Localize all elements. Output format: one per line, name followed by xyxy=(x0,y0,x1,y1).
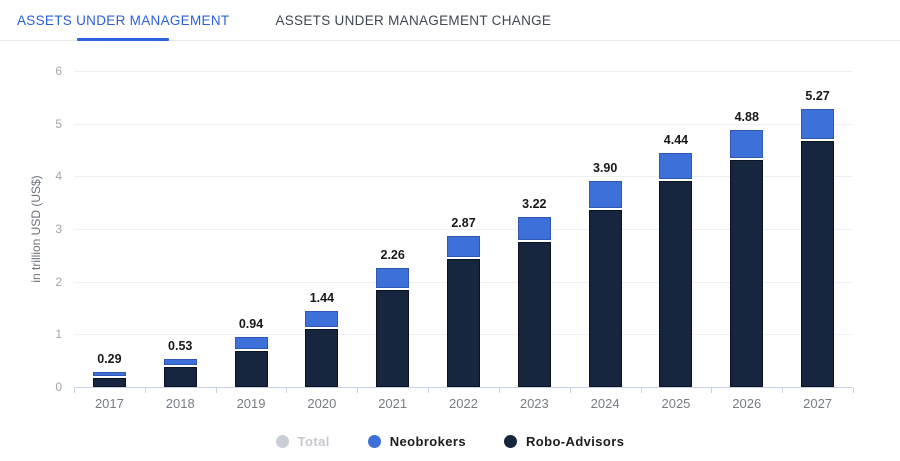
bar-segment-neobrokers-2027[interactable] xyxy=(801,109,835,140)
x-axis-tick xyxy=(640,388,642,393)
x-axis-tick xyxy=(428,388,430,393)
y-tick-label-0: 0 xyxy=(55,380,62,394)
bar-segment-robo-advisors-2027[interactable] xyxy=(801,141,835,387)
y-tick-label-3: 3 xyxy=(55,221,62,236)
y-tick-label-5: 5 xyxy=(55,116,62,131)
gridline-y4 xyxy=(74,176,853,178)
y-tick-label-2: 2 xyxy=(55,274,62,289)
x-axis-tick xyxy=(853,388,854,393)
active-tab-underline xyxy=(77,38,170,41)
x-axis-tick xyxy=(357,388,359,393)
bar-segment-robo-advisors-2023[interactable] xyxy=(517,241,551,387)
x-axis-tick xyxy=(498,388,500,393)
tab-assets-under-management-change[interactable]: ASSETS UNDER MANAGEMENT CHANGE xyxy=(275,0,551,40)
bar-segment-neobrokers-2017[interactable] xyxy=(92,371,126,376)
legend-label: Total xyxy=(297,434,330,449)
total-value-label-2018: 0.53 xyxy=(168,339,193,354)
bar-2026[interactable] xyxy=(730,129,764,387)
gridline-y3 xyxy=(74,228,853,230)
x-tick-label-2019: 2019 xyxy=(236,396,266,411)
total-value-label-2020: 1.44 xyxy=(309,291,335,306)
total-value-label-2025: 4.44 xyxy=(663,133,689,147)
legend-item-total[interactable]: Total xyxy=(275,434,330,449)
x-axis-tick xyxy=(215,388,217,393)
x-axis-tick xyxy=(569,388,571,393)
legend-item-robo-advisors[interactable]: Robo-Advisors xyxy=(503,434,625,449)
x-axis-line xyxy=(74,387,853,388)
gridline-y6 xyxy=(74,70,853,72)
tab-assets-under-management[interactable]: ASSETS UNDER MANAGEMENT xyxy=(15,0,231,41)
y-tick-label-1: 1 xyxy=(55,327,62,342)
legend-label: Robo-Advisors xyxy=(525,434,625,449)
total-value-label-2021: 2.26 xyxy=(380,247,405,262)
x-axis-tick xyxy=(286,388,288,393)
x-tick-label-2017: 2017 xyxy=(94,396,124,411)
bar-segment-robo-advisors-2026[interactable] xyxy=(730,160,764,387)
bar-segment-robo-advisors-2024[interactable] xyxy=(588,209,622,387)
bar-segment-robo-advisors-2019[interactable] xyxy=(234,351,268,387)
bar-segment-neobrokers-2024[interactable] xyxy=(588,181,622,208)
bar-2024[interactable] xyxy=(588,181,622,387)
legend-dot-robo-advisors xyxy=(503,435,517,448)
bar-2018[interactable] xyxy=(163,359,197,387)
bar-segment-neobrokers-2021[interactable] xyxy=(376,267,410,288)
total-value-label-2022: 2.87 xyxy=(451,215,476,230)
x-tick-label-2022: 2022 xyxy=(449,396,478,411)
stacked-bar-chart: in trillion USD (US$) 0 1 2 3 4 5 6 0.29 2017 0.5… xyxy=(0,41,900,461)
x-tick-label-2021: 2021 xyxy=(378,396,408,411)
bar-segment-robo-advisors-2018[interactable] xyxy=(163,366,197,387)
legend-dot-neobrokers xyxy=(367,435,381,448)
total-value-label-2019: 0.94 xyxy=(238,317,264,332)
tab-bar: ASSETS UNDER MANAGEMENT ASSETS UNDER MAN… xyxy=(0,0,900,41)
x-axis-tick xyxy=(74,388,75,393)
x-tick-label-2024: 2024 xyxy=(590,396,620,411)
bar-segment-neobrokers-2019[interactable] xyxy=(234,337,268,350)
y-tick-label-4: 4 xyxy=(55,169,62,184)
x-tick-label-2023: 2023 xyxy=(519,396,549,411)
y-tick-label-6: 6 xyxy=(55,63,62,78)
bar-segment-neobrokers-2018[interactable] xyxy=(163,359,197,365)
bar-segment-neobrokers-2023[interactable] xyxy=(517,217,551,240)
total-value-label-2017: 0.29 xyxy=(97,351,122,366)
tab-assets-under-management-label: ASSETS UNDER MANAGEMENT xyxy=(17,12,230,28)
total-value-label-2027: 5.27 xyxy=(805,89,830,104)
x-tick-label-2027: 2027 xyxy=(803,396,833,411)
bar-2027[interactable] xyxy=(801,109,835,387)
x-tick-label-2020: 2020 xyxy=(307,396,337,411)
bar-segment-robo-advisors-2017[interactable] xyxy=(92,377,126,387)
bar-2022[interactable] xyxy=(447,235,480,387)
gridline-y5 xyxy=(74,123,853,125)
bar-segment-robo-advisors-2022[interactable] xyxy=(447,259,480,387)
bar-segment-neobrokers-2026[interactable] xyxy=(730,129,764,159)
bar-2019[interactable] xyxy=(234,337,268,387)
bar-2017[interactable] xyxy=(92,371,126,387)
bar-2021[interactable] xyxy=(376,267,410,387)
chart-legend: Total Neobrokers Robo-Advisors xyxy=(0,434,900,449)
x-axis-tick xyxy=(782,388,784,393)
bar-segment-neobrokers-2020[interactable] xyxy=(305,311,339,328)
bar-segment-neobrokers-2022[interactable] xyxy=(447,235,480,258)
legend-item-neobrokers[interactable]: Neobrokers xyxy=(367,434,466,449)
x-tick-label-2018: 2018 xyxy=(165,396,195,411)
bar-2023[interactable] xyxy=(517,217,551,387)
bar-segment-robo-advisors-2020[interactable] xyxy=(305,329,339,387)
x-axis-tick xyxy=(144,388,146,393)
total-value-label-2026: 4.88 xyxy=(734,109,759,124)
tab-assets-under-management-change-label: ASSETS UNDER MANAGEMENT CHANGE xyxy=(275,12,552,28)
x-tick-label-2026: 2026 xyxy=(732,396,762,411)
bar-2025[interactable] xyxy=(659,153,693,387)
x-tick-label-2025: 2025 xyxy=(661,396,691,411)
bar-segment-neobrokers-2025[interactable] xyxy=(659,153,693,180)
bar-segment-robo-advisors-2025[interactable] xyxy=(659,181,693,387)
legend-label: Neobrokers xyxy=(389,434,466,449)
bar-segment-robo-advisors-2021[interactable] xyxy=(376,289,410,387)
legend-dot-total xyxy=(275,435,289,448)
bar-2020[interactable] xyxy=(305,311,339,387)
x-axis-tick xyxy=(711,388,713,393)
total-value-label-2023: 3.22 xyxy=(522,197,547,212)
total-value-label-2024: 3.90 xyxy=(592,161,618,176)
